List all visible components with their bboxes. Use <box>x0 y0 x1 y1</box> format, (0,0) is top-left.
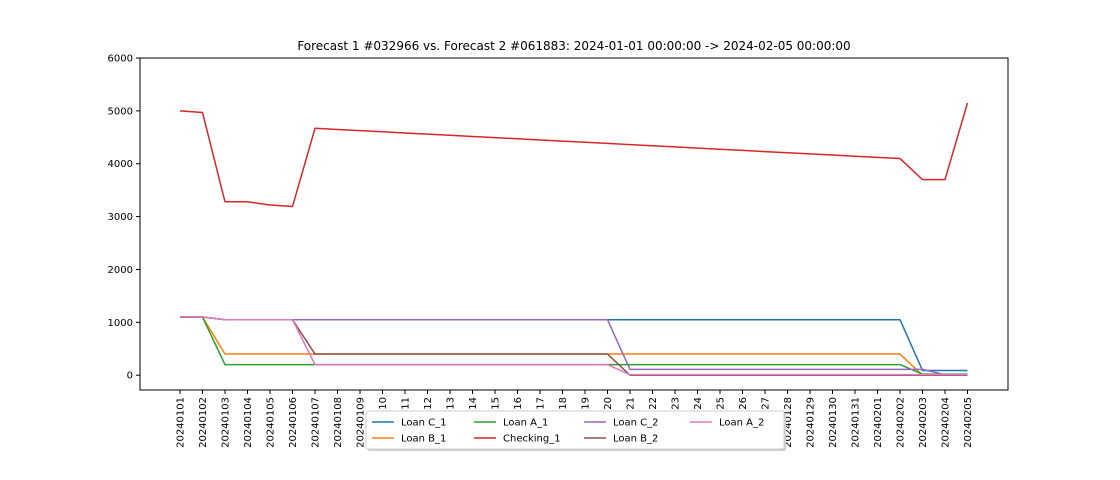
series-line-loan-b-1 <box>180 316 968 376</box>
legend-label: Checking_1 <box>503 434 561 445</box>
legend-label: Loan C_1 <box>401 418 447 429</box>
x-tick-label: 20240104 <box>243 397 254 448</box>
y-tick-label: 3000 <box>108 212 133 223</box>
x-tick-label: 20240131 <box>851 397 862 448</box>
y-tick-label: 1000 <box>108 318 133 329</box>
x-tick-label: 20240128 <box>783 397 794 448</box>
x-tick-label: 20240204 <box>941 397 952 448</box>
x-tick-label: 20240107 <box>311 397 322 448</box>
x-tick-label: 20240201 <box>873 397 884 448</box>
y-tick-label: 6000 <box>108 54 133 65</box>
x-tick-label: 20240130 <box>828 397 839 448</box>
x-tick-label: 20240203 <box>918 397 929 448</box>
legend-label: Loan A_2 <box>719 418 764 429</box>
series-line-loan-a-2 <box>180 316 968 376</box>
series-line-loan-b-2 <box>180 316 968 376</box>
series-layer <box>179 102 969 376</box>
series-line-loan-c-1 <box>180 316 968 372</box>
legend-label: Loan B_1 <box>401 434 446 445</box>
axis-layer: 0 1000 2000 3000 4000 5000 6000 20240101 2024010… <box>108 54 974 448</box>
series-line-loan-c-2 <box>180 316 968 376</box>
series-line-checking-1 <box>179 102 969 208</box>
x-tick-label: 20240202 <box>896 397 907 448</box>
y-tick-label: 0 <box>127 371 133 382</box>
x-tick-label: 20240103 <box>221 397 232 448</box>
x-tick-label: 20240106 <box>288 397 299 448</box>
series-line-loan-a-1 <box>180 316 968 375</box>
x-tick-label: 20240109 <box>356 397 367 448</box>
legend-label: Loan A_1 <box>503 418 548 429</box>
x-tick-label: 20240129 <box>806 397 817 448</box>
x-tick-label: 20240105 <box>266 397 277 448</box>
x-tick-label: 20240205 <box>963 397 974 448</box>
x-tick-label: 20240101 <box>176 397 187 448</box>
chart-title: Forecast 1 #032966 vs. Forecast 2 #06188… <box>297 39 850 53</box>
legend-label: Loan C_2 <box>613 418 659 429</box>
x-tick-label: 20240108 <box>333 397 344 448</box>
y-tick-label: 4000 <box>108 159 133 170</box>
legend: Loan C_1 Loan B_1 Loan A_1 Checking_1 Loan C… <box>365 410 786 451</box>
legend-label: Loan B_2 <box>613 434 658 445</box>
x-tick-label: 20240102 <box>198 397 209 448</box>
y-tick-label: 5000 <box>108 106 133 117</box>
plot-area-frame <box>139 57 1009 391</box>
y-tick-label: 2000 <box>108 265 133 276</box>
legend-box <box>365 410 785 450</box>
